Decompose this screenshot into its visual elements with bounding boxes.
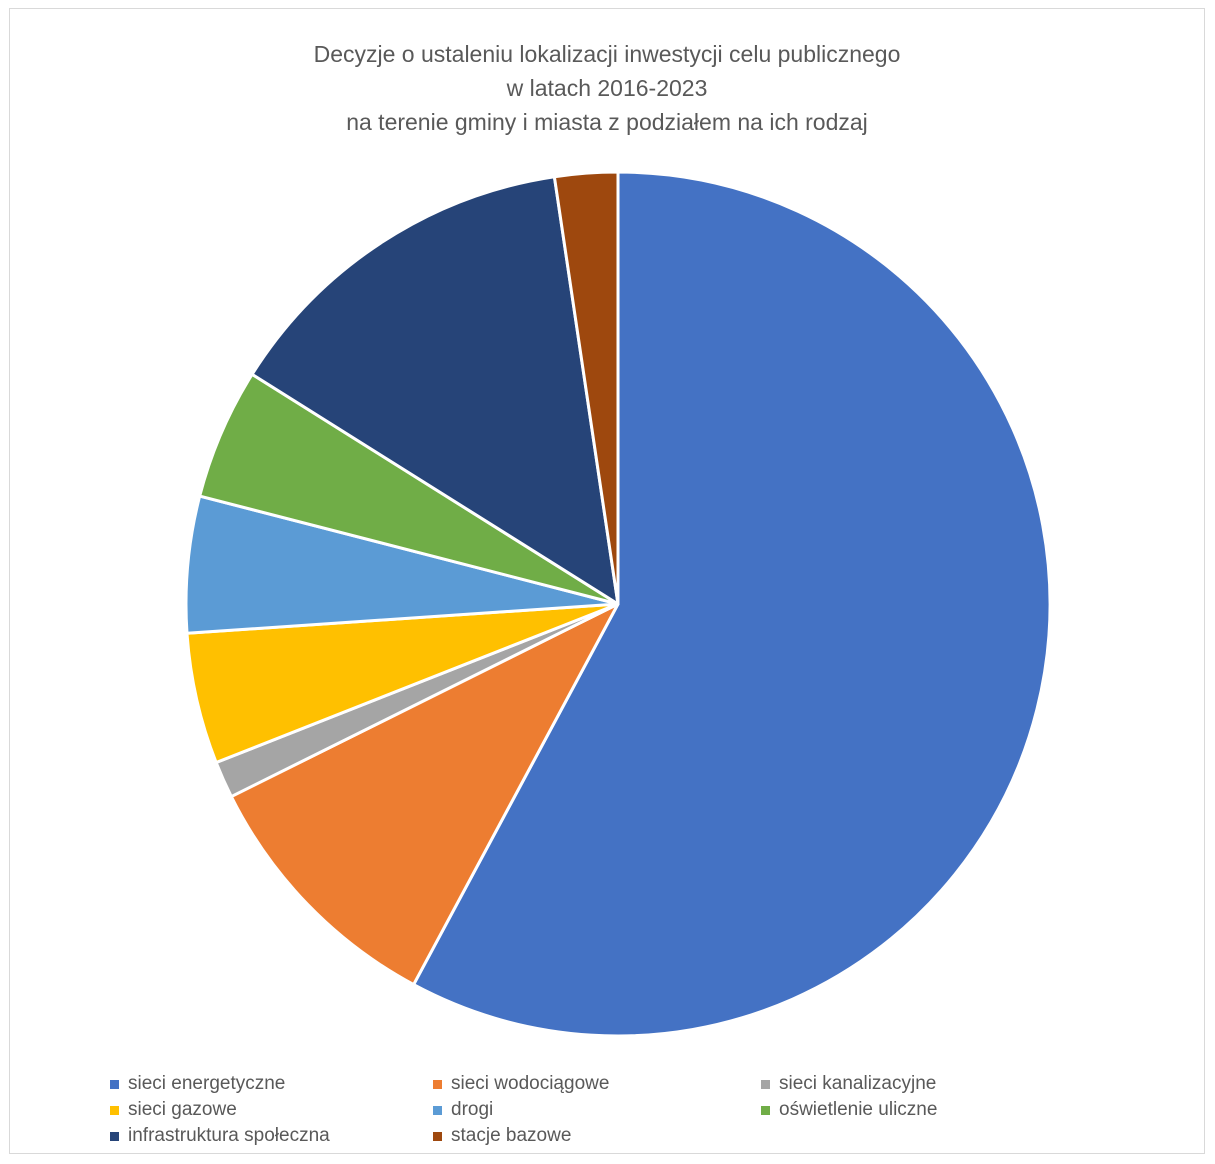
legend-swatch (433, 1079, 442, 1089)
legend-swatch (110, 1131, 119, 1141)
legend-label: sieci kanalizacyjne (779, 1073, 937, 1094)
chart-title: Decyzje o ustaleniu lokalizacji inwestyc… (10, 37, 1204, 139)
pie-chart (184, 170, 1052, 1038)
legend-item-drogi: drogi (433, 1097, 493, 1123)
legend-label: sieci wodociągowe (451, 1073, 610, 1094)
legend-label: sieci energetyczne (128, 1073, 286, 1094)
legend-item-stacje-bazowe: stacje bazowe (433, 1123, 571, 1149)
legend-label: infrastruktura społeczna (128, 1125, 330, 1146)
pie-slice-sieci-energetyczne (412, 170, 1052, 1038)
legend-item-infrastruktura-spoleczna: infrastruktura społeczna (110, 1123, 330, 1149)
legend-swatch (761, 1105, 770, 1115)
legend-swatch (433, 1131, 442, 1141)
legend-label: drogi (451, 1099, 494, 1120)
legend-item-sieci-kanalizacyjne: sieci kanalizacyjne (761, 1071, 936, 1097)
legend-label: sieci gazowe (128, 1099, 237, 1120)
pie-slice-stacje-bazowe (552, 170, 620, 606)
chart-title-line-1: Decyzje o ustaleniu lokalizacji inwestyc… (313, 41, 901, 67)
chart-frame: Decyzje o ustaleniu lokalizacji inwestyc… (9, 8, 1205, 1154)
legend-label: oświetlenie uliczne (779, 1099, 938, 1120)
legend-swatch (761, 1079, 770, 1089)
chart-title-line-2: w latach 2016-2023 (506, 75, 708, 101)
pie-slice-sieci-wodociągowe (229, 602, 620, 987)
legend-label: stacje bazowe (451, 1125, 572, 1146)
legend-swatch (110, 1079, 119, 1089)
legend-swatch (433, 1105, 442, 1115)
legend-item-sieci-energetyczne: sieci energetyczne (110, 1071, 285, 1097)
pie-slice-infrastruktura-społeczna (250, 175, 620, 606)
legend-item-oswietlenie-uliczne: oświetlenie uliczne (761, 1097, 937, 1123)
chart-title-line-3: na terenie gminy i miasta z podziałem na… (346, 109, 868, 135)
legend-item-sieci-wodociagowe: sieci wodociągowe (433, 1071, 609, 1097)
legend-item-sieci-gazowe: sieci gazowe (110, 1097, 237, 1123)
legend-swatch (110, 1105, 119, 1115)
